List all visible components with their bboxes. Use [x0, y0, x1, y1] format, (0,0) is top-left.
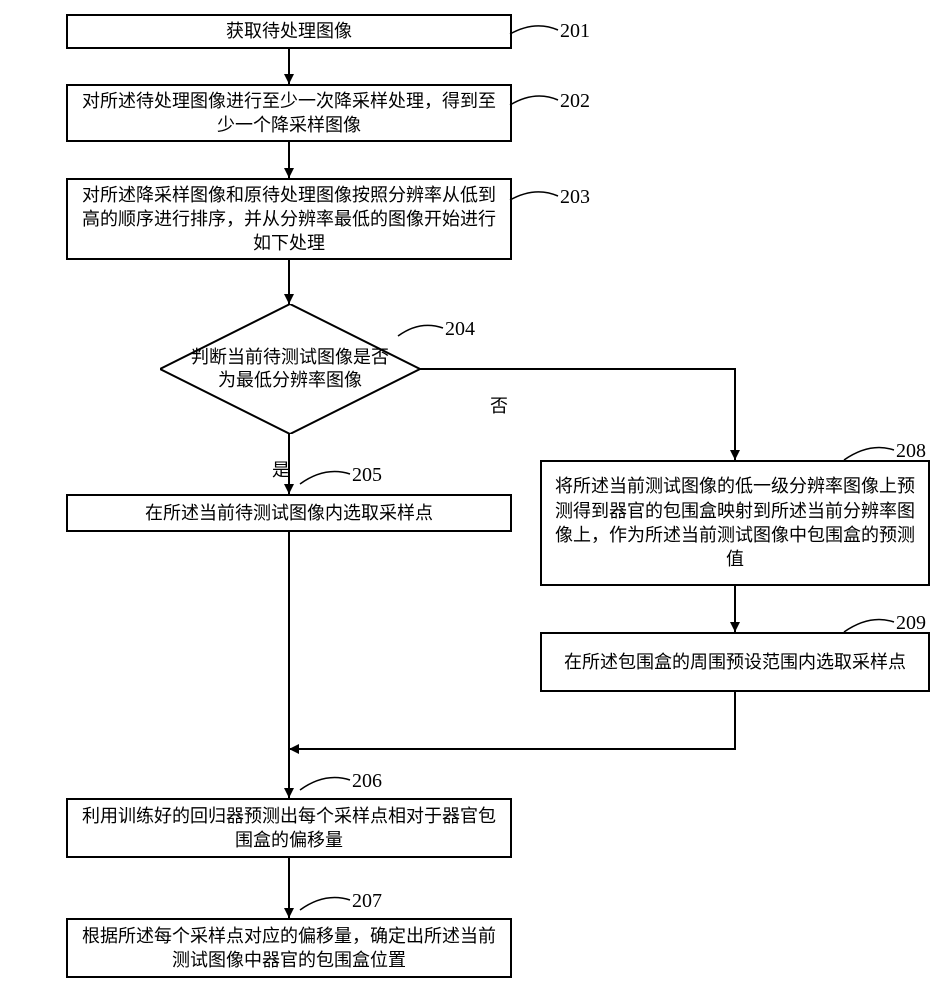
num-208: 208 — [896, 440, 926, 463]
step-205-label: 在所述当前待测试图像内选取采样点 — [145, 501, 433, 525]
step-203-label: 对所述降采样图像和原待处理图像按照分辨率从低到高的顺序进行排序，并从分辨率最低的… — [76, 183, 502, 256]
step-202-label: 对所述待处理图像进行至少一次降采样处理，得到至少一个降采样图像 — [76, 89, 502, 138]
step-206-label: 利用训练好的回归器预测出每个采样点相对于器官包围盒的偏移量 — [76, 804, 502, 853]
branch-yes: 是 — [272, 456, 290, 482]
num-205: 205 — [352, 464, 382, 487]
step-201-label: 获取待处理图像 — [226, 19, 352, 43]
branch-no: 否 — [490, 392, 508, 418]
step-201: 获取待处理图像 — [66, 14, 512, 49]
step-202: 对所述待处理图像进行至少一次降采样处理，得到至少一个降采样图像 — [66, 84, 512, 142]
step-208-label: 将所述当前测试图像的低一级分辨率图像上预测得到器官的包围盒映射到所述当前分辨率图… — [550, 474, 920, 571]
num-203: 203 — [560, 186, 590, 209]
num-209: 209 — [896, 612, 926, 635]
step-207-label: 根据所述每个采样点对应的偏移量，确定出所述当前测试图像中器官的包围盒位置 — [76, 924, 502, 973]
step-205: 在所述当前待测试图像内选取采样点 — [66, 494, 512, 532]
step-206: 利用训练好的回归器预测出每个采样点相对于器官包围盒的偏移量 — [66, 798, 512, 858]
decision-204: 判断当前待测试图像是否为最低分辨率图像 — [160, 304, 420, 434]
step-208: 将所述当前测试图像的低一级分辨率图像上预测得到器官的包围盒映射到所述当前分辨率图… — [540, 460, 930, 586]
step-207: 根据所述每个采样点对应的偏移量，确定出所述当前测试图像中器官的包围盒位置 — [66, 918, 512, 978]
num-207: 207 — [352, 890, 382, 913]
step-209: 在所述包围盒的周围预设范围内选取采样点 — [540, 632, 930, 692]
num-206: 206 — [352, 770, 382, 793]
num-201: 201 — [560, 20, 590, 43]
num-204: 204 — [445, 318, 475, 341]
num-202: 202 — [560, 90, 590, 113]
step-209-label: 在所述包围盒的周围预设范围内选取采样点 — [564, 650, 906, 674]
step-203: 对所述降采样图像和原待处理图像按照分辨率从低到高的顺序进行排序，并从分辨率最低的… — [66, 178, 512, 260]
decision-204-label: 判断当前待测试图像是否为最低分辨率图像 — [188, 346, 392, 393]
